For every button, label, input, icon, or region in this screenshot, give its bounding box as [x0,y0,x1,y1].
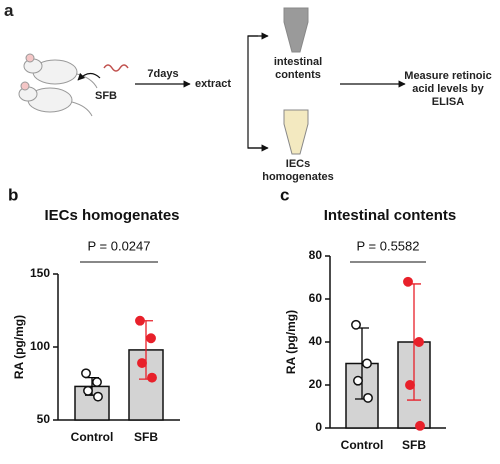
data-point [414,337,424,347]
data-point [135,315,145,326]
data-point [353,375,363,386]
data-point [81,368,91,379]
sample: IECs homogenates [262,158,334,183]
action: extract [195,78,232,90]
mouse-icon [18,53,98,117]
panel-label: c [280,185,289,204]
y-tick-label: 0 [315,420,322,434]
annotation: P = 0.5582 [356,238,419,253]
y-tick-label: 80 [309,248,323,262]
sfb-icon [103,64,129,72]
y-tick-label: 100 [30,339,50,353]
y-tick-label: 40 [309,334,323,348]
duration: 7days [147,68,179,80]
data-point [137,358,147,369]
x-tick-label: Control [71,430,114,444]
x-tick-label: SFB [134,430,158,444]
data-point [415,420,425,431]
x-tick-label: SFB [402,438,426,452]
annotation: P = 0.0247 [87,238,150,253]
sample: intestinal contents [273,56,323,81]
data-point [362,358,372,369]
data-point [363,392,373,403]
panel-label: a [4,1,14,20]
chart-title: IECs homogenates [44,207,179,224]
data-point [405,380,415,390]
readout: Measure retinoic acid levels by ELISA [404,70,492,108]
tube-icon [283,7,309,155]
y-tick-label: 20 [309,377,323,391]
data-point [92,377,102,387]
y-tick-label: 60 [309,291,323,305]
data-point [351,319,361,330]
arrow [77,72,101,81]
data-point [146,333,156,344]
data-point [93,391,103,402]
x-tick-label: Control [341,438,384,452]
y-axis-label: RA (pg/mg) [284,310,298,374]
data-point [147,372,157,383]
y-tick-label: 50 [37,412,51,426]
panel-label: b [8,185,18,204]
y-axis-label: RA (pg/mg) [12,315,26,379]
data-point [83,385,93,396]
y-tick-label: 150 [30,266,50,280]
chart-title: Intestinal contents [324,207,457,224]
agent: SFB [95,90,117,102]
data-point [403,276,413,287]
branch [247,35,262,149]
